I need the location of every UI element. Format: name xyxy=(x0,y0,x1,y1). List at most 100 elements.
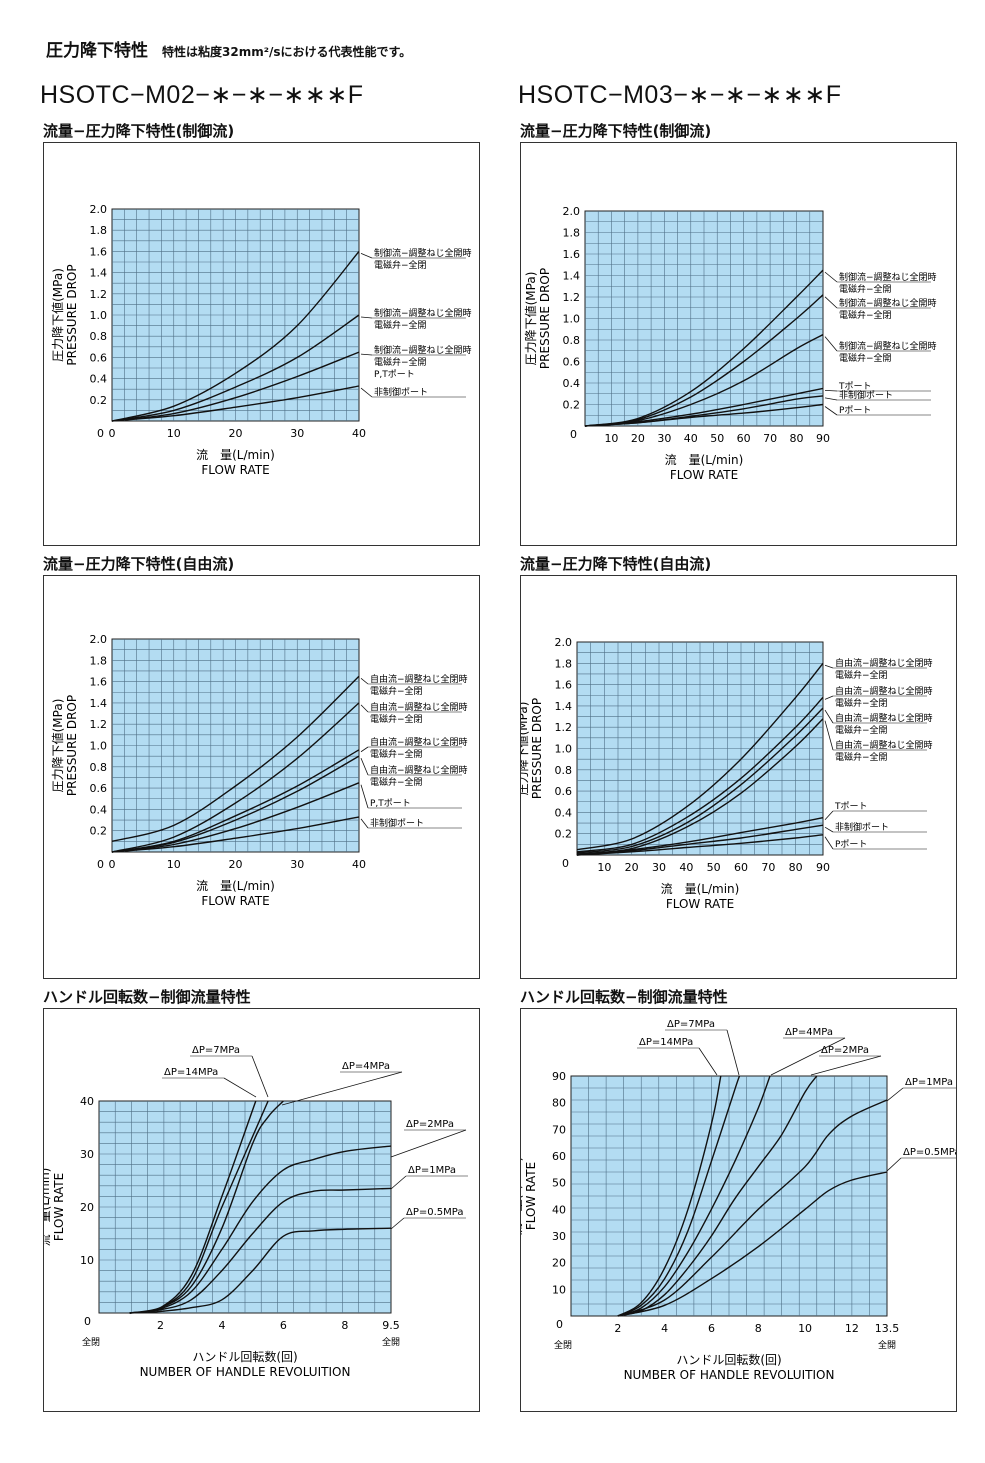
curve-label-line: 自由流−調整ねじ全開時 xyxy=(835,685,933,697)
series-label: ΔP=14MPa xyxy=(637,1037,718,1076)
leader-line xyxy=(824,389,838,392)
origin-label: 0 xyxy=(97,858,104,871)
x-axis-label-en: FLOW RATE xyxy=(670,468,738,482)
curve-label: Pポート xyxy=(824,405,931,416)
x-tick-label: 30 xyxy=(290,427,304,440)
y-tick-label: 2.0 xyxy=(555,636,573,649)
y-tick-label: 50 xyxy=(552,1177,566,1190)
y-tick-label: 10 xyxy=(80,1254,94,1267)
curve-label-line: 自由流−調整ねじ全閉時 xyxy=(835,712,933,724)
grid xyxy=(99,1101,391,1313)
series-label-text: ΔP=2MPa xyxy=(406,1119,454,1130)
curve-label: Pポート xyxy=(824,836,927,850)
series-label: ΔP=7MPa xyxy=(665,1019,740,1076)
x-tick-label: 80 xyxy=(789,861,803,874)
y-axis-labels: 圧力降下値(MPa) PRESSURE DROP xyxy=(50,695,79,796)
y-axis-labels: 圧力降下値(MPa) PRESSURE DROP xyxy=(50,264,79,365)
leader-line xyxy=(824,664,834,669)
y-tick-label: 0.2 xyxy=(90,394,108,407)
section-free-right: 流量−圧力降下特性(自由流) xyxy=(520,555,712,573)
x-end-label: 全開 xyxy=(382,1336,400,1348)
leader-line xyxy=(390,1129,467,1158)
x-tick-label: 20 xyxy=(229,427,243,440)
curve-label-line: 制御流−調整ねじ全開時 xyxy=(374,344,472,356)
curve-label-line: 電磁弁−全閉 xyxy=(835,669,888,681)
x-tick-label: 60 xyxy=(734,861,748,874)
chart-m03-free: 0.2 0.4 0.6 0.8 1.0 1.2 1.4 1.6 1.8 2.0 10 20 30 40 50… xyxy=(515,636,933,911)
y-tick-label: 90 xyxy=(552,1070,566,1083)
y-tick-label: 1.6 xyxy=(555,679,573,692)
series-label-text: ΔP=4MPa xyxy=(785,1027,833,1038)
curve-label-line: 自由流−調整ねじ全開時 xyxy=(370,701,468,713)
curve-label: 非制御ポート xyxy=(824,389,931,401)
x-tick-label: 9.5 xyxy=(382,1319,400,1332)
series-line xyxy=(584,387,824,427)
x-start-label: 全閉 xyxy=(82,1336,100,1348)
curve-label-line: 電磁弁−全閉 xyxy=(370,685,423,697)
series-label: ΔP=4MPa xyxy=(281,1061,403,1106)
x-axis-label: 流 量(L/min) xyxy=(661,882,740,896)
x-tick-label: 30 xyxy=(652,861,666,874)
series-line xyxy=(129,1100,284,1314)
y-tick-label: 0.2 xyxy=(90,825,108,838)
x-tick-label: 20 xyxy=(631,432,645,445)
curve-label-line: 電磁弁−全開 xyxy=(839,352,892,364)
leader-line xyxy=(223,1077,257,1098)
series-line xyxy=(111,755,360,853)
x-tick-label: 20 xyxy=(229,858,243,871)
origin-label: 0 xyxy=(556,1318,563,1331)
leader-line xyxy=(824,397,838,401)
y-tick-label: 1.0 xyxy=(555,743,573,756)
x-axis-label: 流 量(L/min) xyxy=(196,448,275,462)
panel-m03-free: 0.2 0.4 0.6 0.8 1.0 1.2 1.4 1.6 1.8 2.0 10 20 30 40 50… xyxy=(515,575,957,979)
y-tick-label: 0.6 xyxy=(90,782,108,795)
origin-label: 0 xyxy=(562,857,569,870)
series-label-text: ΔP=7MPa xyxy=(192,1045,240,1056)
y-tick-label: 1.8 xyxy=(563,227,581,240)
y-axis-label: 圧力降下値(MPa) xyxy=(521,702,530,796)
x-tick-label: 40 xyxy=(684,432,698,445)
curve-label-line: 非制御ポート xyxy=(835,821,889,833)
series-label-text: ΔP=14MPa xyxy=(164,1067,218,1078)
x-tick-label: 10 xyxy=(798,1322,812,1335)
x-axis-label: ハンドル回転数(回) xyxy=(192,1349,297,1364)
y-tick-label: 1.6 xyxy=(90,676,108,689)
curve-label-line: 電磁弁−全開 xyxy=(370,748,423,760)
y-tick-label: 0.4 xyxy=(90,803,108,816)
curve-label-line: 電磁弁−全開 xyxy=(839,283,892,295)
x-axis-label-en: FLOW RATE xyxy=(201,463,269,477)
y-axis-labels: 流 量(L/min)FLOW RATE xyxy=(510,1157,538,1236)
y-tick-label: 1.4 xyxy=(555,700,573,713)
panel-m02-control: 0.2 0.4 0.6 0.8 1.0 1.2 1.4 1.6 1.8 2.0 0 10 20 30 40 0… xyxy=(43,142,480,546)
y-axis-labels: 圧力降下値(MPa) PRESSURE DROP xyxy=(523,268,552,369)
curve-label: 非制御ポート xyxy=(360,817,462,829)
series-label: ΔP=1MPa xyxy=(390,1165,468,1190)
curve-label: 非制御ポート xyxy=(824,821,927,833)
x-tick-label: 4 xyxy=(218,1319,225,1332)
leader-line xyxy=(360,818,369,829)
y-tick-label: 1.8 xyxy=(90,224,108,237)
series-line xyxy=(111,702,360,853)
x-tick-label: 70 xyxy=(761,861,775,874)
curve-label-line: 非制御ポート xyxy=(370,817,424,829)
curve-label-line: 電磁弁−全開 xyxy=(835,724,888,736)
leader-line xyxy=(698,1047,718,1076)
model-right: HSOTC−M03−∗−∗−∗∗∗F xyxy=(518,81,842,109)
leader-line xyxy=(824,709,834,724)
x-tick-label: 40 xyxy=(352,858,366,871)
curve-label-line: Tポート xyxy=(838,381,872,392)
y-tick-label: 1.4 xyxy=(90,697,108,710)
x-tick-label: 10 xyxy=(597,861,611,874)
x-tick-label: 10 xyxy=(604,432,618,445)
series-label: ΔP=1MPa xyxy=(886,1077,965,1102)
x-tick-label: 50 xyxy=(710,432,724,445)
curve-label-line: 自由流−調整ねじ全閉時 xyxy=(370,736,468,748)
